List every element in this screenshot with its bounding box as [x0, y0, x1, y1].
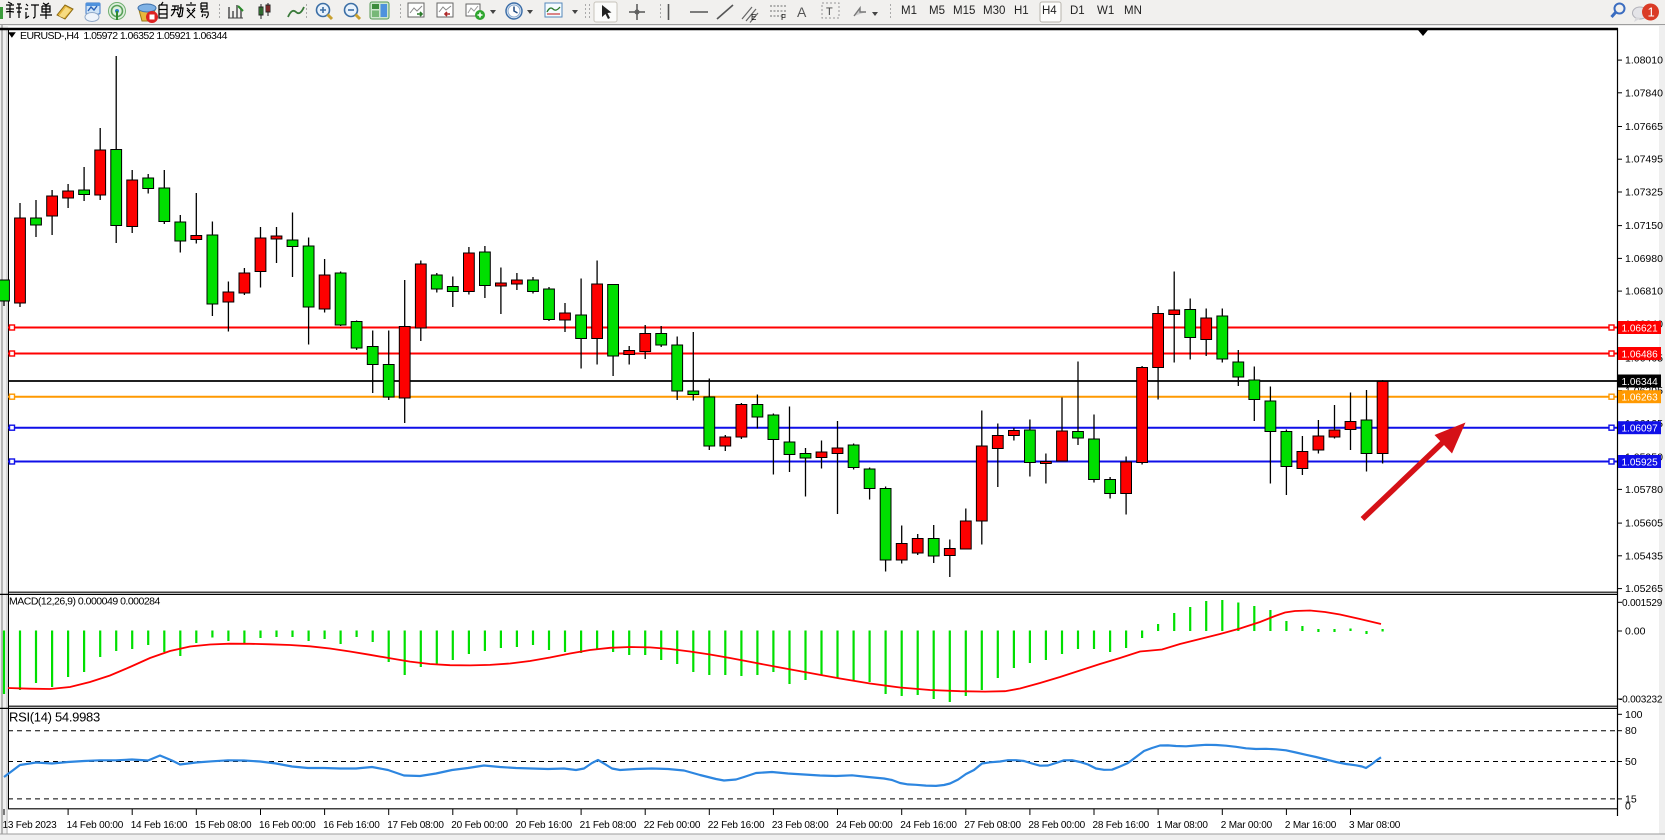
svg-text:RSI(14) 54.9983: RSI(14) 54.9983	[9, 710, 100, 725]
svg-text:16 Feb 16:00: 16 Feb 16:00	[323, 820, 380, 831]
svg-text:24 Feb 16:00: 24 Feb 16:00	[900, 820, 957, 831]
svg-text:1.08010: 1.08010	[1625, 55, 1663, 67]
svg-text:1.06810: 1.06810	[1625, 286, 1663, 298]
svg-text:E: E	[751, 13, 756, 22]
svg-text:-0.003232: -0.003232	[1619, 695, 1663, 706]
svg-text:15 Feb 08:00: 15 Feb 08:00	[195, 820, 252, 831]
svg-text:1.07495: 1.07495	[1625, 154, 1663, 166]
svg-text:EURUSD-,H4 1.05972 1.06352 1.: EURUSD-,H4 1.05972 1.06352 1.05921 1.063…	[20, 30, 228, 42]
svg-text:1.05925: 1.05925	[1622, 457, 1659, 468]
svg-text:1.06263: 1.06263	[1622, 393, 1659, 404]
svg-text:100: 100	[1625, 709, 1643, 721]
svg-text:1.05435: 1.05435	[1625, 550, 1663, 562]
svg-text:MACD(12,26,9) 0.000049 0.00028: MACD(12,26,9) 0.000049 0.000284	[9, 596, 161, 608]
svg-text:17 Feb 08:00: 17 Feb 08:00	[387, 820, 444, 831]
svg-text:T: T	[826, 6, 833, 18]
svg-text:14 Feb 16:00: 14 Feb 16:00	[131, 820, 188, 831]
svg-text:F: F	[781, 13, 786, 22]
svg-text:20 Feb 16:00: 20 Feb 16:00	[515, 820, 572, 831]
svg-text:3 Mar 08:00: 3 Mar 08:00	[1349, 820, 1401, 831]
svg-text:1.05780: 1.05780	[1625, 484, 1663, 496]
svg-text:2 Mar 00:00: 2 Mar 00:00	[1221, 820, 1273, 831]
svg-text:22 Feb 16:00: 22 Feb 16:00	[708, 820, 765, 831]
svg-text:1: 1	[1648, 5, 1655, 20]
svg-text:80: 80	[1625, 725, 1637, 737]
svg-text:14 Feb 00:00: 14 Feb 00:00	[67, 820, 124, 831]
svg-text:0.00: 0.00	[1625, 626, 1646, 638]
svg-text:28 Feb 16:00: 28 Feb 16:00	[1093, 820, 1150, 831]
svg-text:28 Feb 00:00: 28 Feb 00:00	[1028, 820, 1085, 831]
svg-text:1.07665: 1.07665	[1625, 121, 1663, 133]
svg-text:15: 15	[1625, 793, 1637, 805]
svg-text:1.05265: 1.05265	[1625, 583, 1663, 595]
svg-text:20 Feb 00:00: 20 Feb 00:00	[451, 820, 508, 831]
svg-text:13 Feb 2023: 13 Feb 2023	[3, 820, 58, 831]
svg-text:0.001529: 0.001529	[1622, 598, 1663, 609]
svg-text:1.06344: 1.06344	[1622, 377, 1659, 388]
svg-text:2 Mar 16:00: 2 Mar 16:00	[1285, 820, 1337, 831]
svg-text:24 Feb 00:00: 24 Feb 00:00	[836, 820, 893, 831]
svg-text:A: A	[797, 4, 807, 20]
svg-text:1.06621: 1.06621	[1622, 323, 1659, 334]
svg-text:1.07325: 1.07325	[1625, 187, 1663, 199]
svg-text:1.07840: 1.07840	[1625, 87, 1663, 99]
svg-text:1.06486: 1.06486	[1622, 349, 1659, 360]
svg-text:22 Feb 00:00: 22 Feb 00:00	[644, 820, 701, 831]
svg-text:1.07150: 1.07150	[1625, 220, 1663, 232]
svg-text:1.05605: 1.05605	[1625, 518, 1663, 530]
svg-text:1.06980: 1.06980	[1625, 253, 1663, 265]
svg-text:0: 0	[1625, 801, 1631, 813]
svg-text:1.06097: 1.06097	[1622, 424, 1659, 435]
svg-text:1 Mar 08:00: 1 Mar 08:00	[1157, 820, 1209, 831]
svg-text:21 Feb 08:00: 21 Feb 08:00	[580, 820, 637, 831]
svg-text:50: 50	[1625, 756, 1637, 768]
svg-text:23 Feb 08:00: 23 Feb 08:00	[772, 820, 829, 831]
svg-text:27 Feb 08:00: 27 Feb 08:00	[964, 820, 1021, 831]
svg-text:16 Feb 00:00: 16 Feb 00:00	[259, 820, 316, 831]
